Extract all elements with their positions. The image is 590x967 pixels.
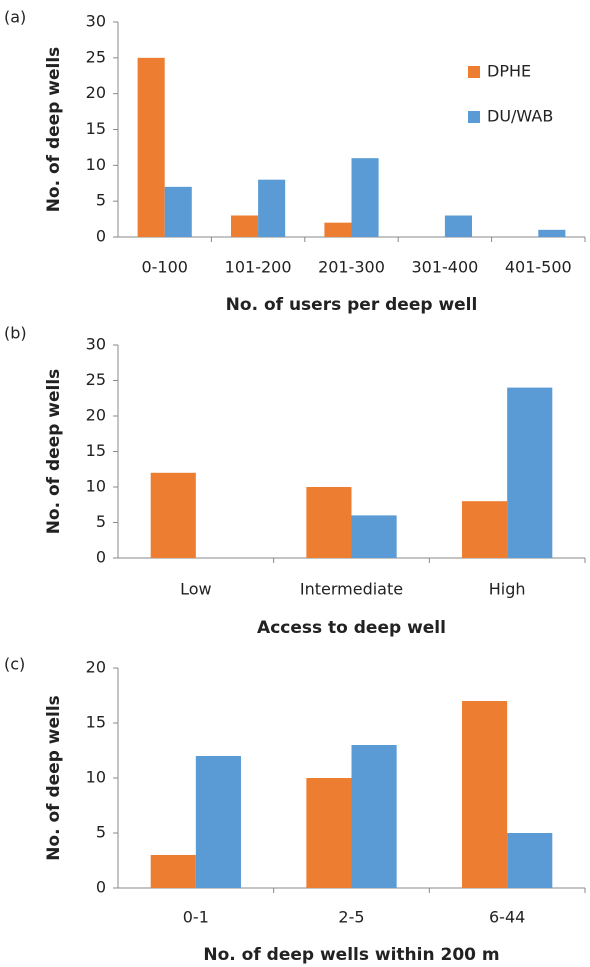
bar — [164, 186, 192, 237]
bar — [507, 387, 553, 558]
y-tick-label: 5 — [96, 191, 106, 210]
y-tick-label: 30 — [86, 335, 106, 354]
bar — [324, 222, 352, 237]
y-tick-label: 10 — [86, 155, 106, 174]
x-axis-title: No. of users per deep well — [226, 295, 478, 315]
bar — [444, 215, 472, 237]
panel-label: (b) — [4, 324, 27, 343]
bar — [231, 215, 259, 237]
y-axis-title: No. of deep wells — [44, 47, 64, 213]
y-tick-label: 5 — [96, 823, 106, 842]
bar — [137, 57, 165, 238]
x-tick-label: 0-1 — [183, 908, 209, 927]
y-tick-label: 20 — [86, 83, 106, 102]
x-tick-label: 0-100 — [141, 258, 188, 277]
x-tick-label: 401-500 — [505, 258, 572, 277]
panel-label: (a) — [4, 8, 26, 27]
bar — [507, 833, 553, 888]
y-tick-label: 15 — [86, 119, 106, 138]
y-tick-label: 25 — [86, 370, 106, 389]
y-tick-label: 0 — [96, 227, 106, 246]
bar — [258, 179, 286, 237]
bar — [150, 472, 196, 558]
bar — [306, 778, 352, 888]
panel-label: (c) — [4, 655, 25, 674]
x-tick-label: Low — [180, 580, 212, 599]
y-tick-label: 15 — [86, 441, 106, 460]
y-tick-label: 30 — [86, 12, 106, 31]
bar — [351, 515, 397, 558]
y-tick-label: 25 — [86, 47, 106, 66]
x-axis-title: Access to deep well — [257, 618, 446, 638]
bar — [195, 756, 241, 888]
x-tick-label: 2-5 — [338, 908, 364, 927]
y-tick-label: 0 — [96, 548, 106, 567]
y-tick-label: 10 — [86, 768, 106, 787]
y-axis-title: No. of deep wells — [44, 695, 64, 861]
bar — [538, 229, 566, 237]
bar — [150, 855, 196, 888]
bar — [462, 501, 508, 558]
legend-label: DPHE — [487, 62, 531, 81]
y-tick-label: 5 — [96, 512, 106, 531]
x-tick-label: Intermediate — [300, 580, 403, 599]
legend-swatch — [468, 111, 480, 123]
bar — [351, 158, 379, 237]
x-tick-label: High — [489, 580, 526, 599]
x-tick-label: 6-44 — [489, 908, 525, 927]
y-tick-label: 10 — [86, 477, 106, 496]
y-tick-label: 20 — [86, 658, 106, 677]
y-tick-label: 0 — [96, 878, 106, 897]
x-axis-title: No. of deep wells within 200 m — [203, 945, 499, 965]
y-axis-title: No. of deep wells — [44, 369, 64, 535]
bar — [351, 745, 397, 888]
x-tick-label: 301-400 — [411, 258, 478, 277]
x-tick-label: 201-300 — [318, 258, 385, 277]
bar — [306, 487, 352, 558]
legend-label: DU/WAB — [487, 107, 553, 126]
bar — [462, 701, 508, 888]
legend-swatch — [468, 66, 480, 78]
y-tick-label: 15 — [86, 713, 106, 732]
x-tick-label: 101-200 — [225, 258, 292, 277]
y-tick-label: 20 — [86, 406, 106, 425]
